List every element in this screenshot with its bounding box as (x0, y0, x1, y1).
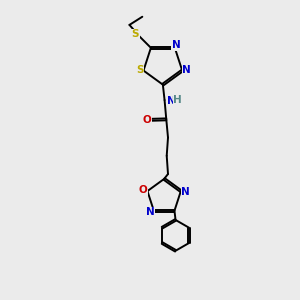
Text: O: O (138, 185, 147, 195)
Text: S: S (136, 64, 143, 74)
Text: O: O (142, 115, 152, 125)
Text: S: S (131, 29, 139, 39)
Text: H: H (173, 95, 182, 105)
Text: N: N (172, 40, 181, 50)
Text: N: N (146, 207, 154, 218)
Text: N: N (167, 95, 176, 106)
Text: N: N (182, 64, 191, 74)
Text: N: N (181, 187, 190, 197)
